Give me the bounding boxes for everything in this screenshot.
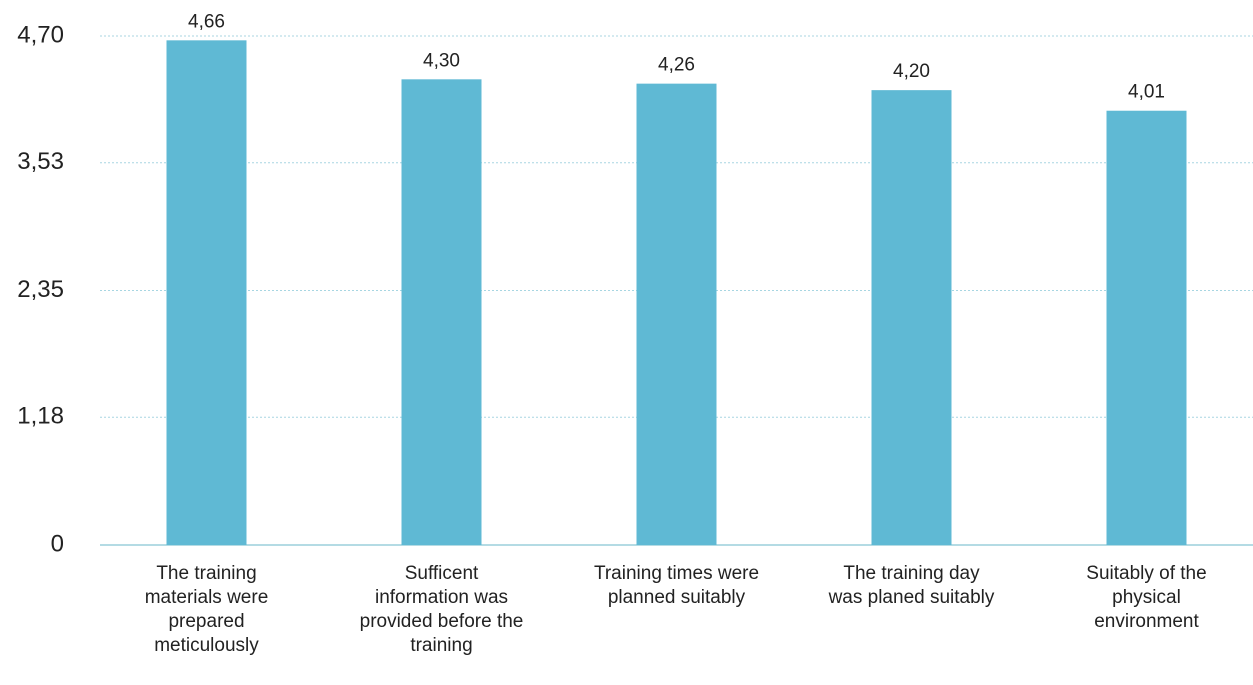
y-tick-label: 4,70 (17, 21, 64, 48)
x-tick-label: Training times were planned suitably (593, 563, 760, 608)
y-tick-label: 0 (51, 530, 64, 557)
value-label: 4,01 (1128, 82, 1165, 103)
value-label: 4,26 (658, 55, 695, 76)
y-tick-label: 2,35 (17, 276, 64, 303)
value-label: 4,20 (893, 61, 930, 82)
x-tick-label: The training day was planed suitably (828, 563, 995, 608)
value-label: 4,30 (423, 50, 460, 71)
value-label: 4,66 (188, 11, 225, 32)
y-tick-label: 3,53 (17, 148, 64, 175)
bar (871, 90, 952, 546)
y-tick-label: 1,18 (17, 403, 64, 430)
bar (401, 79, 482, 545)
bar (1106, 110, 1187, 546)
x-tick-label: Sufficent information was provided befor… (359, 563, 524, 656)
bar (166, 40, 247, 546)
x-tick-label: Suitably of the physical environment (1086, 563, 1207, 632)
x-tick-label: The training materials were prepared met… (144, 563, 269, 656)
bar (636, 83, 717, 545)
